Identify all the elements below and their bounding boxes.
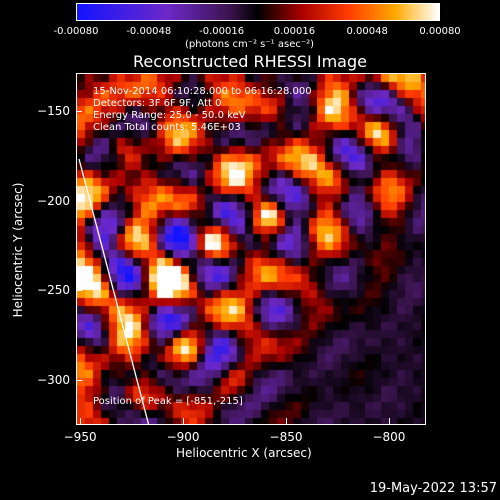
counts-label: Clean Total counts: 5.46E+03 bbox=[93, 122, 241, 133]
x-tick-mark bbox=[286, 418, 287, 424]
x-tick-mark bbox=[183, 418, 185, 424]
detectors-label: Detectors: 3F 6F 9F, Att 0 bbox=[93, 98, 222, 109]
y-tick-label: −300 bbox=[37, 373, 70, 388]
y-axis-label: Heliocentric Y (arcsec) bbox=[11, 182, 25, 318]
rhessi-image[interactable] bbox=[77, 74, 425, 424]
x-tick-label: −850 bbox=[269, 430, 303, 444]
x-tick-label: −950 bbox=[63, 430, 97, 444]
y-tick-mark bbox=[76, 290, 82, 292]
colorbar-tick-label: -0.00080 bbox=[53, 26, 99, 37]
x-tick-mark bbox=[80, 418, 82, 424]
x-tick-mark bbox=[388, 418, 390, 424]
y-tick-label: −150 bbox=[37, 103, 70, 118]
colorbar-tick-label: 0.00016 bbox=[273, 26, 316, 37]
peak-position-label: Position of Peak = [-851,-215] bbox=[93, 396, 243, 407]
colorbar-tick-label: 0.00080 bbox=[419, 26, 461, 37]
y-tick-mark bbox=[76, 380, 82, 382]
colorbar-tick-label: -0.00048 bbox=[126, 26, 172, 37]
colorbar-tick-label: 0.00048 bbox=[346, 26, 388, 37]
x-axis-label: Heliocentric X (arcsec) bbox=[176, 446, 312, 460]
y-tick-mark bbox=[76, 110, 82, 112]
solar-limb bbox=[78, 158, 150, 424]
energy-range-label: Energy Range: 25.0 - 50.0 keV bbox=[93, 110, 246, 121]
x-tick-label: −900 bbox=[166, 430, 200, 444]
plot-title: Reconstructed RHESSI Image bbox=[133, 52, 367, 71]
image-plot[interactable] bbox=[76, 73, 426, 425]
y-tick-label: −250 bbox=[37, 283, 70, 298]
y-tick-label: −200 bbox=[37, 193, 70, 208]
footer-date: 19-May-2022 13:57 bbox=[369, 481, 497, 496]
time-range-label: 15-Nov-2014 06:10:28.000 to 06:16:28.000 bbox=[93, 86, 312, 97]
x-tick-label: −800 bbox=[372, 430, 406, 444]
colorbar-units: (photons cm⁻² s⁻¹ asec⁻²) bbox=[185, 39, 315, 50]
colorbar-tick-label: -0.00016 bbox=[199, 26, 245, 37]
y-tick-mark bbox=[76, 200, 82, 202]
colorbar bbox=[76, 3, 440, 21]
